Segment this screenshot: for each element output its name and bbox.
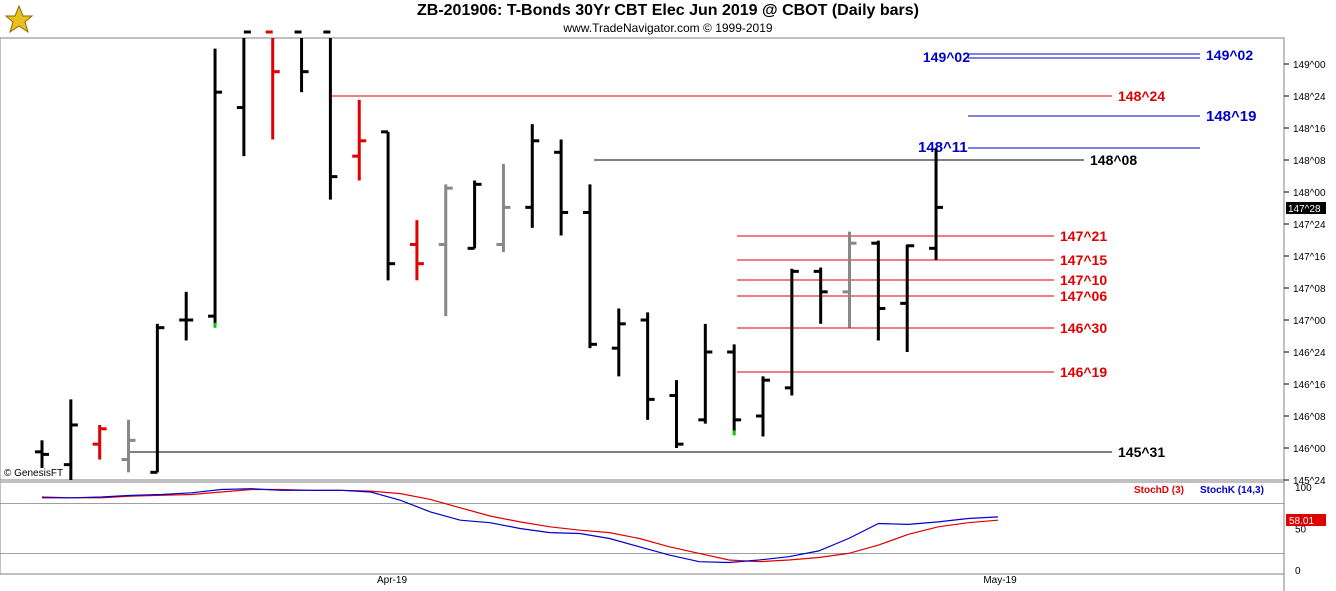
level-label: 145^31 [1118, 444, 1165, 460]
y-tick-label: 147^16 [1293, 252, 1326, 263]
stoch-series-line [42, 488, 999, 564]
y-tick-label: 146^16 [1293, 380, 1326, 391]
current-price-tag [1286, 202, 1326, 214]
y-tick-label: 148^08 [1293, 156, 1326, 167]
copyright-label: © GenesisFT [4, 468, 64, 479]
stochastic-panel [0, 481, 1285, 575]
stoch-y-tick-label: 100 [1295, 483, 1312, 494]
x-tick-label: May-19 [983, 575, 1017, 586]
y-tick-label: 147^24 [1293, 220, 1326, 231]
level-label: 147^06 [1060, 288, 1107, 304]
stoch-d-legend: StochD (3) [1134, 485, 1184, 496]
level-label: 149^02 [923, 49, 970, 65]
y-tick-label: 148^16 [1293, 124, 1326, 135]
level-label: 146^30 [1060, 320, 1107, 336]
y-tick-label: 145^24 [1293, 476, 1326, 487]
level-label: 146^19 [1060, 364, 1107, 380]
signal-marker [732, 430, 736, 436]
stoch-value-label: 58.01 [1289, 516, 1314, 527]
stoch-k-legend: StochK (14,3) [1200, 485, 1264, 496]
stoch-value-tag [1286, 514, 1326, 526]
signal-marker [213, 322, 217, 328]
level-label: 148^08 [1090, 152, 1137, 168]
stoch-y-tick-label: 0 [1295, 566, 1301, 577]
y-tick-label: 149^00 [1293, 60, 1326, 71]
y-tick-label: 148^00 [1293, 188, 1326, 199]
y-tick-label: 147^08 [1293, 284, 1326, 295]
level-label: 147^15 [1060, 252, 1107, 268]
current-price-label: 147^28 [1288, 204, 1321, 215]
level-label: 147^10 [1060, 272, 1107, 288]
stoch-series-line [41, 488, 999, 563]
chart-header: ZB-201906: T-Bonds 30Yr CBT Elec Jun 201… [0, 0, 1336, 38]
x-tick-label: Apr-19 [377, 575, 407, 586]
level-label: 148^24 [1118, 88, 1165, 104]
y-tick-label: 146^24 [1293, 348, 1326, 359]
y-tick-label: 146^08 [1293, 412, 1326, 423]
level-label: 147^21 [1060, 228, 1107, 244]
chart-subtitle: www.TradeNavigator.com © 1999-2019 [563, 21, 773, 35]
level-label: 149^02 [1206, 47, 1253, 63]
y-tick-label: 147^00 [1293, 316, 1326, 327]
level-label: 148^19 [1206, 108, 1256, 125]
genesis-logo-icon [4, 4, 34, 34]
chart-title: ZB-201906: T-Bonds 30Yr CBT Elec Jun 201… [417, 2, 919, 19]
y-tick-label: 146^00 [1293, 444, 1326, 455]
stoch-y-tick-label: 50 [1295, 525, 1307, 536]
y-tick-label: 148^24 [1293, 92, 1326, 103]
level-label: 148^11 [918, 139, 968, 156]
